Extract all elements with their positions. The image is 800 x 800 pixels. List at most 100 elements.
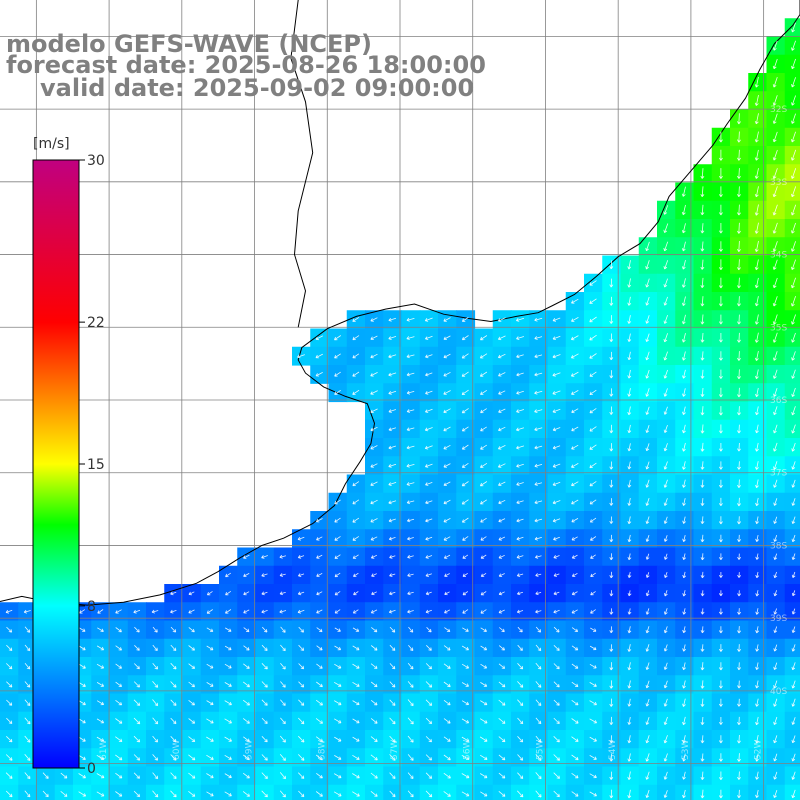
wind-cell bbox=[346, 784, 366, 800]
wind-cell bbox=[511, 346, 530, 366]
wind-cell bbox=[584, 346, 603, 366]
wind-cell bbox=[492, 511, 512, 530]
wind-arrow bbox=[78, 718, 86, 724]
colorbar-tick-label: 8 bbox=[87, 599, 96, 615]
wind-arrow bbox=[370, 681, 378, 688]
wind-arrow bbox=[316, 554, 323, 559]
wind-arrow bbox=[280, 681, 286, 688]
wind-arrow bbox=[279, 554, 287, 559]
wind-arrow bbox=[370, 554, 378, 559]
wind-arrow bbox=[498, 573, 505, 577]
wind-arrow bbox=[133, 717, 141, 725]
wind-arrow bbox=[627, 608, 632, 615]
wind-arrow bbox=[170, 591, 177, 596]
wind-arrow bbox=[298, 681, 305, 688]
wind-arrow bbox=[589, 755, 597, 760]
wind-arrow bbox=[333, 681, 342, 687]
valid-date: valid date: 2025-09-02 09:00:00 bbox=[40, 74, 475, 102]
wind-arrow bbox=[316, 627, 323, 633]
wind-arrow bbox=[755, 680, 759, 689]
wind-arrow bbox=[297, 555, 305, 559]
wind-arrow bbox=[737, 204, 741, 216]
wind-cell bbox=[565, 584, 585, 603]
wind-arrow bbox=[516, 609, 524, 614]
wind-arrow bbox=[755, 771, 759, 780]
wind-arrow bbox=[534, 372, 543, 377]
wind-arrow bbox=[424, 335, 433, 340]
wind-arrow bbox=[352, 627, 360, 632]
wind-arrow bbox=[755, 553, 760, 560]
wind-arrow bbox=[553, 754, 560, 761]
wind-arrow bbox=[407, 663, 414, 670]
wind-cell bbox=[456, 328, 476, 348]
wind-cell bbox=[365, 456, 384, 476]
wind-arrow bbox=[663, 735, 668, 744]
wind-arrow bbox=[407, 609, 414, 614]
wind-arrow bbox=[352, 700, 360, 706]
wind-arrow bbox=[23, 609, 31, 614]
wind-arrow bbox=[115, 627, 122, 633]
wind-cell bbox=[638, 711, 658, 731]
wind-cell bbox=[766, 529, 786, 549]
wind-arrow bbox=[645, 644, 650, 652]
wind-arrow bbox=[791, 717, 796, 725]
wind-arrow bbox=[389, 754, 396, 761]
wind-cell bbox=[292, 784, 311, 800]
wind-arrow bbox=[407, 699, 414, 707]
wind-arrow bbox=[370, 645, 378, 651]
wind-arrow bbox=[224, 718, 232, 724]
wind-arrow bbox=[424, 445, 433, 450]
wind-arrow bbox=[461, 462, 469, 468]
wind-arrow bbox=[772, 149, 778, 161]
wind-arrow bbox=[479, 353, 488, 359]
wind-arrow bbox=[516, 372, 524, 377]
wind-arrow bbox=[188, 609, 195, 614]
wind-cell bbox=[584, 474, 603, 494]
wind-arrow bbox=[261, 754, 268, 761]
wind-arrow bbox=[773, 534, 778, 542]
wind-arrow bbox=[462, 609, 469, 614]
wind-arrow bbox=[589, 791, 597, 797]
wind-arrow bbox=[6, 699, 13, 706]
wind-arrow bbox=[571, 663, 579, 669]
wind-arrow bbox=[772, 186, 778, 198]
wind-cell bbox=[657, 638, 676, 658]
wind-arrow bbox=[552, 372, 561, 377]
wind-cell bbox=[784, 383, 800, 403]
wind-arrow bbox=[461, 371, 469, 377]
wind-arrow bbox=[589, 481, 597, 487]
wind-arrow bbox=[791, 186, 797, 198]
wind-arrow bbox=[152, 681, 159, 688]
lat-label: 33S bbox=[770, 178, 787, 188]
wind-arrow bbox=[700, 534, 705, 543]
wind-arrow bbox=[115, 791, 123, 797]
wind-arrow bbox=[480, 682, 488, 687]
wind-arrow bbox=[755, 753, 759, 762]
wind-arrow bbox=[353, 591, 359, 596]
colorbar-tick-label: 22 bbox=[87, 315, 105, 331]
wind-arrow bbox=[170, 662, 177, 670]
wind-arrow bbox=[700, 553, 705, 561]
wind-arrow bbox=[115, 736, 123, 742]
wind-arrow bbox=[6, 626, 13, 633]
wind-arrow bbox=[737, 259, 741, 271]
wind-arrow bbox=[754, 222, 759, 234]
wind-arrow bbox=[609, 296, 614, 306]
wind-arrow bbox=[791, 735, 796, 744]
wind-arrow bbox=[627, 260, 632, 270]
wind-arrow bbox=[24, 772, 31, 780]
wind-arrow bbox=[700, 626, 705, 634]
wind-arrow bbox=[389, 573, 396, 577]
wind-arrow bbox=[188, 736, 196, 742]
wind-arrow bbox=[791, 680, 796, 689]
wind-arrow bbox=[498, 536, 506, 541]
wind-cell bbox=[474, 383, 494, 403]
wind-arrow bbox=[479, 736, 488, 742]
wind-arrow bbox=[334, 755, 342, 760]
wind-arrow bbox=[609, 370, 614, 379]
wind-arrow bbox=[663, 716, 668, 726]
wind-arrow bbox=[352, 645, 360, 651]
wind-arrow bbox=[718, 443, 723, 452]
wind-arrow bbox=[480, 444, 488, 450]
